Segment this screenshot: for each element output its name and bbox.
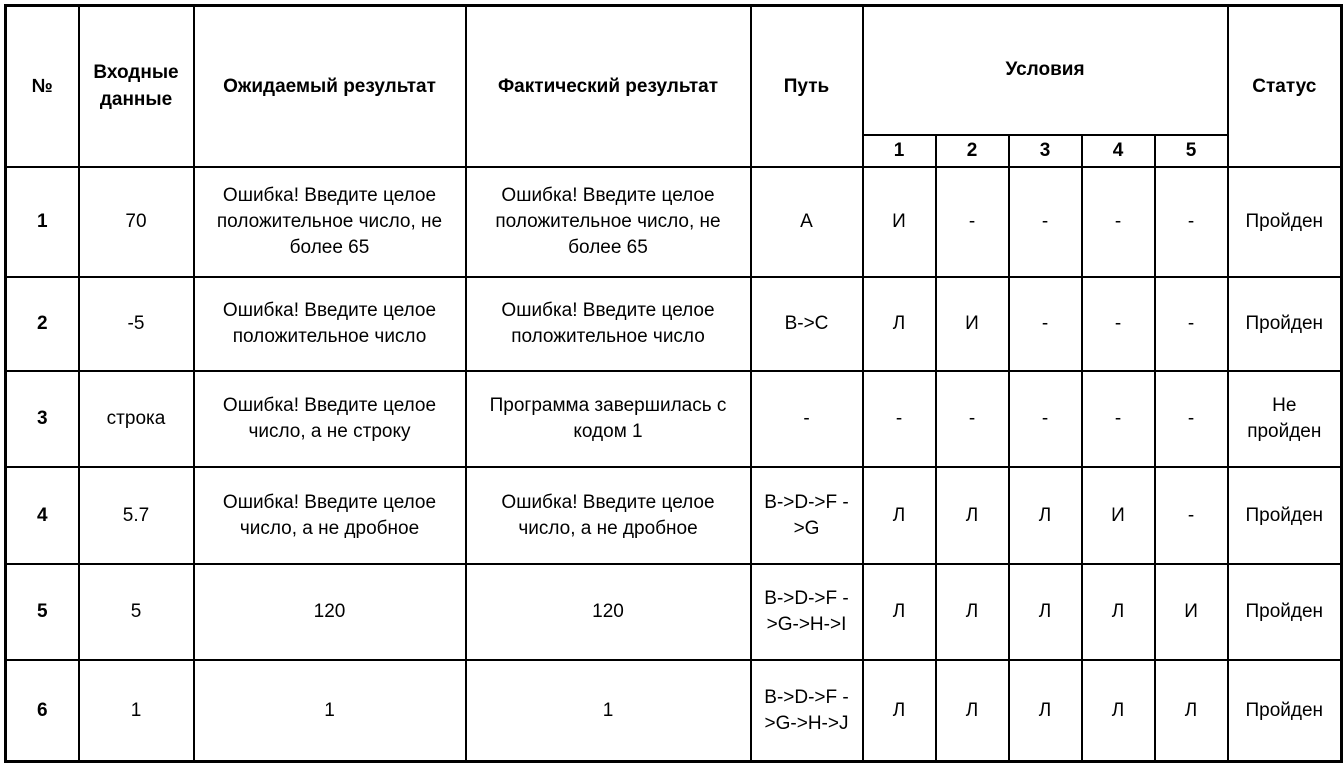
table-row: 6 1 1 1 B->D->F ->G->H->J Л Л Л Л Л Прой… <box>4 659 1343 763</box>
cell-num: 2 <box>4 276 80 373</box>
header-condition-2: 2 <box>934 133 1010 169</box>
cell-input-data: 5 <box>77 563 195 662</box>
cell-path: - <box>749 370 864 469</box>
cell-status: Пройден <box>1226 166 1343 279</box>
cell-status: Пройден <box>1226 466 1343 566</box>
cell-status: Пройден <box>1226 563 1343 662</box>
cell-actual-result: Ошибка! Введите целое положительное числ… <box>464 166 752 279</box>
cell-actual-result: 1 <box>464 659 752 763</box>
cell-input-data: 70 <box>77 166 195 279</box>
cell-condition-5: - <box>1153 466 1229 566</box>
header-condition-1: 1 <box>861 133 937 169</box>
cell-expected-result: 1 <box>192 659 467 763</box>
cell-condition-1: Л <box>861 466 937 566</box>
cell-path: A <box>749 166 864 279</box>
cell-path: B->D->F ->G->H->I <box>749 563 864 662</box>
cell-input-data: 5.7 <box>77 466 195 566</box>
cell-condition-5: И <box>1153 563 1229 662</box>
cell-condition-4: - <box>1080 276 1156 373</box>
cell-condition-4: Л <box>1080 563 1156 662</box>
cell-expected-result: 120 <box>192 563 467 662</box>
cell-condition-1: - <box>861 370 937 469</box>
cell-condition-2: Л <box>934 659 1010 763</box>
cell-condition-5: - <box>1153 276 1229 373</box>
header-row-conditions: 1 2 3 4 5 <box>6 133 1342 169</box>
header-condition-3: 3 <box>1007 133 1083 169</box>
test-cases-table: № Входные данные Ожидаемый результат Фак… <box>4 4 1343 764</box>
cell-status: Пройден <box>1226 276 1343 373</box>
cell-path: B->C <box>749 276 864 373</box>
cell-condition-4: И <box>1080 466 1156 566</box>
table-row: 1 70 Ошибка! Введите целое положительное… <box>4 166 1343 279</box>
cell-actual-result: Программа завершилась с кодом 1 <box>464 370 752 469</box>
cell-num: 4 <box>4 466 80 566</box>
cell-expected-result: Ошибка! Введите целое число, а не строку <box>192 370 467 469</box>
cell-condition-5: Л <box>1153 659 1229 763</box>
header-status: Статус <box>1226 4 1343 169</box>
cell-condition-3: Л <box>1007 659 1083 763</box>
table-row: 3 строка Ошибка! Введите целое число, а … <box>4 370 1343 469</box>
cell-condition-1: Л <box>861 563 937 662</box>
cell-condition-4: Л <box>1080 659 1156 763</box>
cell-actual-result: Ошибка! Введите целое число, а не дробно… <box>464 466 752 566</box>
table-row: 4 5.7 Ошибка! Введите целое число, а не … <box>4 466 1343 566</box>
header-condition-5: 5 <box>1153 133 1229 169</box>
cell-num: 1 <box>4 166 80 279</box>
cell-condition-3: - <box>1007 166 1083 279</box>
header-row-main: № Входные данные Ожидаемый результат Фак… <box>4 4 1343 169</box>
cell-condition-3: Л <box>1007 563 1083 662</box>
document-page: № Входные данные Ожидаемый результат Фак… <box>4 4 1343 764</box>
cell-status: Не пройден <box>1226 370 1343 469</box>
cell-path: B->D->F ->G->H->J <box>749 659 864 763</box>
header-path: Путь <box>749 4 864 169</box>
cell-condition-3: - <box>1007 276 1083 373</box>
cell-input-data: -5 <box>77 276 195 373</box>
table-header: № Входные данные Ожидаемый результат Фак… <box>4 4 1343 169</box>
cell-condition-2: Л <box>934 563 1010 662</box>
header-expected-result: Ожидаемый результат <box>192 4 467 169</box>
cell-condition-3: Л <box>1007 466 1083 566</box>
header-input-data: Входные данные <box>77 4 195 169</box>
header-condition-4: 4 <box>1080 133 1156 169</box>
cell-expected-result: Ошибка! Введите целое положительное числ… <box>192 276 467 373</box>
cell-condition-2: - <box>934 166 1010 279</box>
table-row: 5 5 120 120 B->D->F ->G->H->I Л Л Л Л И … <box>4 563 1343 662</box>
cell-condition-1: Л <box>861 276 937 373</box>
cell-expected-result: Ошибка! Введите целое положительное числ… <box>192 166 467 279</box>
cell-expected-result: Ошибка! Введите целое число, а не дробно… <box>192 466 467 566</box>
cell-status: Пройден <box>1226 659 1343 763</box>
cell-actual-result: 120 <box>464 563 752 662</box>
cell-input-data: 1 <box>77 659 195 763</box>
cell-num: 3 <box>4 370 80 469</box>
cell-actual-result: Ошибка! Введите целое положительное числ… <box>464 276 752 373</box>
cell-condition-3: - <box>1007 370 1083 469</box>
header-num: № <box>4 4 80 169</box>
cell-condition-4: - <box>1080 370 1156 469</box>
cell-condition-2: Л <box>934 466 1010 566</box>
table-body: 1 70 Ошибка! Введите целое положительное… <box>4 166 1343 763</box>
cell-condition-5: - <box>1153 370 1229 469</box>
cell-condition-2: - <box>934 370 1010 469</box>
cell-condition-5: - <box>1153 166 1229 279</box>
cell-condition-4: - <box>1080 166 1156 279</box>
table-row: 2 -5 Ошибка! Введите целое положительное… <box>4 276 1343 373</box>
header-conditions-group: Условия <box>861 4 1229 136</box>
cell-path: B->D->F ->G <box>749 466 864 566</box>
cell-condition-1: И <box>861 166 937 279</box>
cell-condition-1: Л <box>861 659 937 763</box>
header-actual-result: Фактический результат <box>464 4 752 169</box>
cell-num: 6 <box>4 659 80 763</box>
cell-input-data: строка <box>77 370 195 469</box>
cell-num: 5 <box>4 563 80 662</box>
cell-condition-2: И <box>934 276 1010 373</box>
